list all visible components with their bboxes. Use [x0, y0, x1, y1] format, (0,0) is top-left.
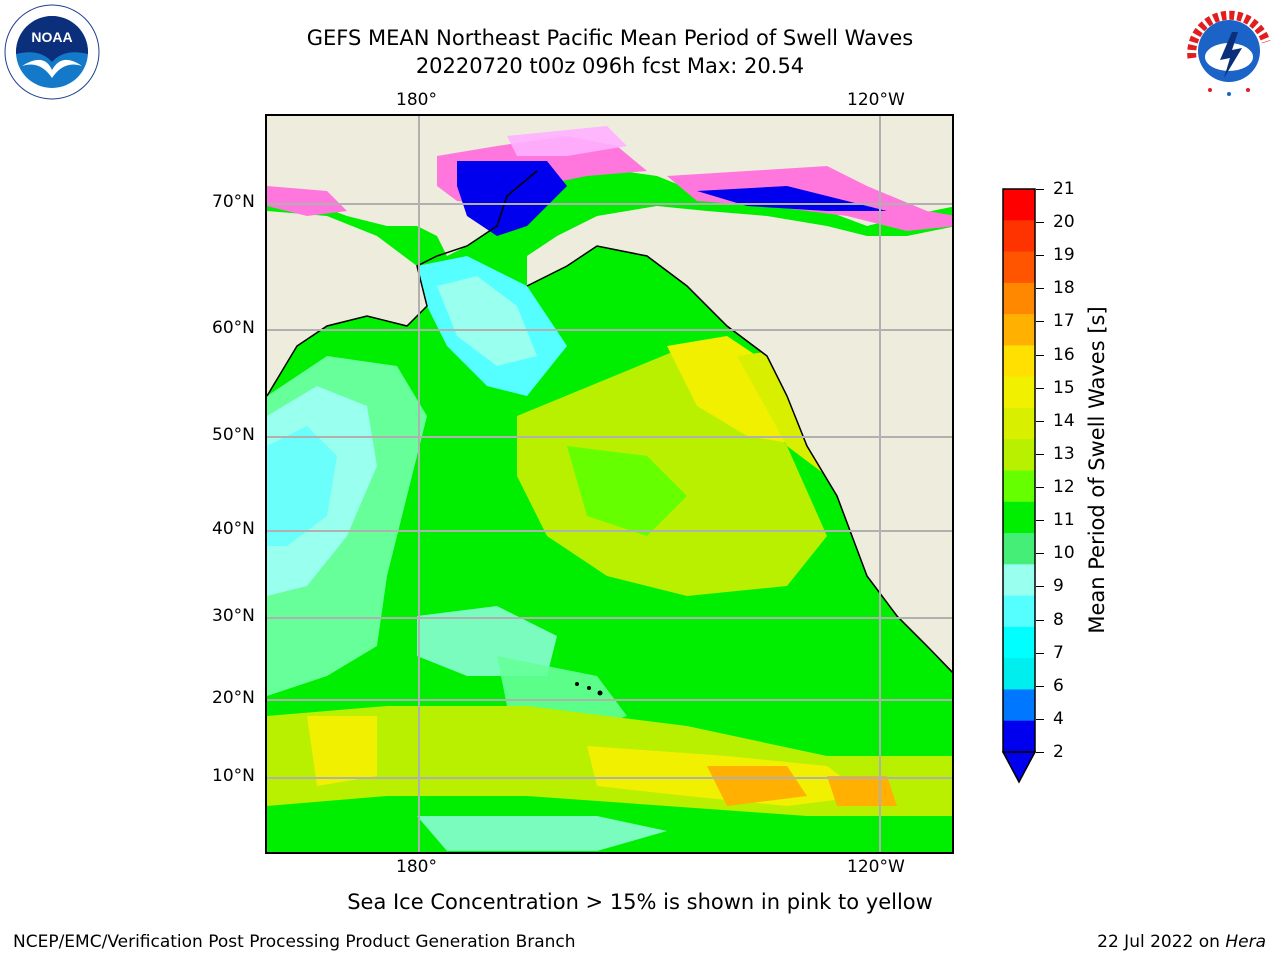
colorbar-tick-label: 8	[1053, 609, 1064, 630]
colorbar-tick-mark	[1036, 619, 1044, 621]
colorbar-tick-label: 10	[1053, 543, 1075, 564]
colorbar-tick-mark	[1036, 752, 1044, 753]
graticule	[267, 116, 952, 852]
colorbar-segment	[1003, 595, 1035, 628]
footer-host: Hera	[1225, 932, 1266, 952]
colorbar-segment	[1003, 533, 1035, 565]
colorbar-segment	[1003, 470, 1035, 503]
map-panel	[265, 114, 954, 854]
colorbar-segment	[1003, 626, 1035, 659]
colorbar-tick-mark	[1036, 652, 1044, 654]
colorbar-tick-mark	[1036, 255, 1044, 257]
colorbar-tick-label: 19	[1053, 245, 1075, 266]
colorbar-tick-mark	[1036, 685, 1044, 687]
colorbar-tick-label: 16	[1053, 344, 1075, 365]
lat-label-50n: 50°N	[212, 425, 255, 445]
colorbar-segment	[1003, 282, 1035, 315]
colorbar-segment	[1003, 220, 1035, 253]
colorbar-segment	[1003, 658, 1035, 690]
lon-label-top-180: 180°	[396, 90, 437, 110]
lon-label-top-120w: 120°W	[847, 90, 905, 110]
colorbar-tick-mark	[1036, 420, 1044, 422]
colorbar-segment	[1003, 376, 1035, 409]
footer-date: 22 Jul 2022 on Hera	[1097, 932, 1266, 952]
colorbar-segment	[1003, 501, 1035, 534]
colorbar-tick-label: 2	[1053, 742, 1064, 762]
chart-title: GEFS MEAN Northeast Pacific Mean Period …	[306, 26, 914, 50]
colorbar-tick-mark	[1036, 222, 1044, 224]
colorbar-segment	[1003, 720, 1035, 753]
colorbar-title: Mean Period of Swell Waves [s]	[1085, 306, 1109, 634]
colorbar-segment	[1003, 439, 1035, 471]
colorbar-tick-label: 7	[1053, 642, 1064, 663]
colorbar-tick-mark	[1036, 354, 1044, 356]
colorbar-tick-mark	[1036, 718, 1044, 720]
colorbar-segment	[1003, 251, 1035, 284]
colorbar-tick-label: 6	[1053, 675, 1064, 696]
colorbar-tick-label: 18	[1053, 278, 1075, 299]
colorbar-tick-label: 21	[1053, 179, 1075, 199]
colorbar-tick-label: 4	[1053, 708, 1064, 729]
colorbar-tick-label: 14	[1053, 410, 1075, 431]
colorbar-segment	[1003, 314, 1035, 346]
colorbar-segment	[1003, 189, 1035, 221]
lat-label-10n: 10°N	[212, 766, 255, 786]
lat-label-20n: 20°N	[212, 688, 255, 708]
colorbar-tick-mark	[1036, 520, 1044, 522]
lat-label-60n: 60°N	[212, 318, 255, 338]
lon-label-bottom-120w: 120°W	[847, 857, 905, 877]
lat-label-70n: 70°N	[212, 192, 255, 212]
colorbar-tick-label: 11	[1053, 510, 1075, 531]
colorbar	[1001, 188, 1037, 784]
colorbar-tick-label: 17	[1053, 311, 1075, 332]
noaa-logo: NOAA	[4, 4, 100, 100]
colorbar-tick-label: 15	[1053, 377, 1075, 398]
lat-label-30n: 30°N	[212, 606, 255, 626]
lon-label-bottom-180: 180°	[396, 857, 437, 877]
colorbar-tick-mark	[1036, 288, 1044, 290]
colorbar-tick-label: 12	[1053, 477, 1075, 498]
colorbar-tick-label: 9	[1053, 576, 1064, 597]
footer-credit: NCEP/EMC/Verification Post Processing Pr…	[13, 932, 576, 952]
colorbar-segment	[1003, 407, 1035, 440]
colorbar-tick-mark	[1036, 387, 1044, 389]
colorbar-tick-mark	[1036, 586, 1044, 588]
lat-label-40n: 40°N	[212, 519, 255, 539]
colorbar-segment	[1003, 689, 1035, 722]
colorbar-tick-mark	[1036, 487, 1044, 489]
colorbar-extend-arrow	[1001, 751, 1037, 784]
colorbar-tick-mark	[1036, 189, 1044, 190]
colorbar-tick-mark	[1036, 321, 1044, 323]
colorbar-segment	[1003, 564, 1035, 597]
colorbar-tick-mark	[1036, 453, 1044, 455]
colorbar-segment	[1003, 345, 1035, 378]
colorbar-tick-label: 13	[1053, 443, 1075, 464]
nws-logo	[1180, 2, 1278, 100]
footer-date-text: 22 Jul 2022 on	[1097, 932, 1226, 952]
chart-subtitle: 20220720 t00z 096h fcst Max: 20.54	[415, 54, 805, 78]
sea-ice-caption: Sea Ice Concentration > 15% is shown in …	[347, 890, 933, 914]
colorbar-tick-mark	[1036, 553, 1044, 555]
svg-text:NOAA: NOAA	[31, 29, 72, 45]
colorbar-tick-label: 20	[1053, 212, 1075, 233]
colorbar-scale	[1001, 188, 1037, 784]
